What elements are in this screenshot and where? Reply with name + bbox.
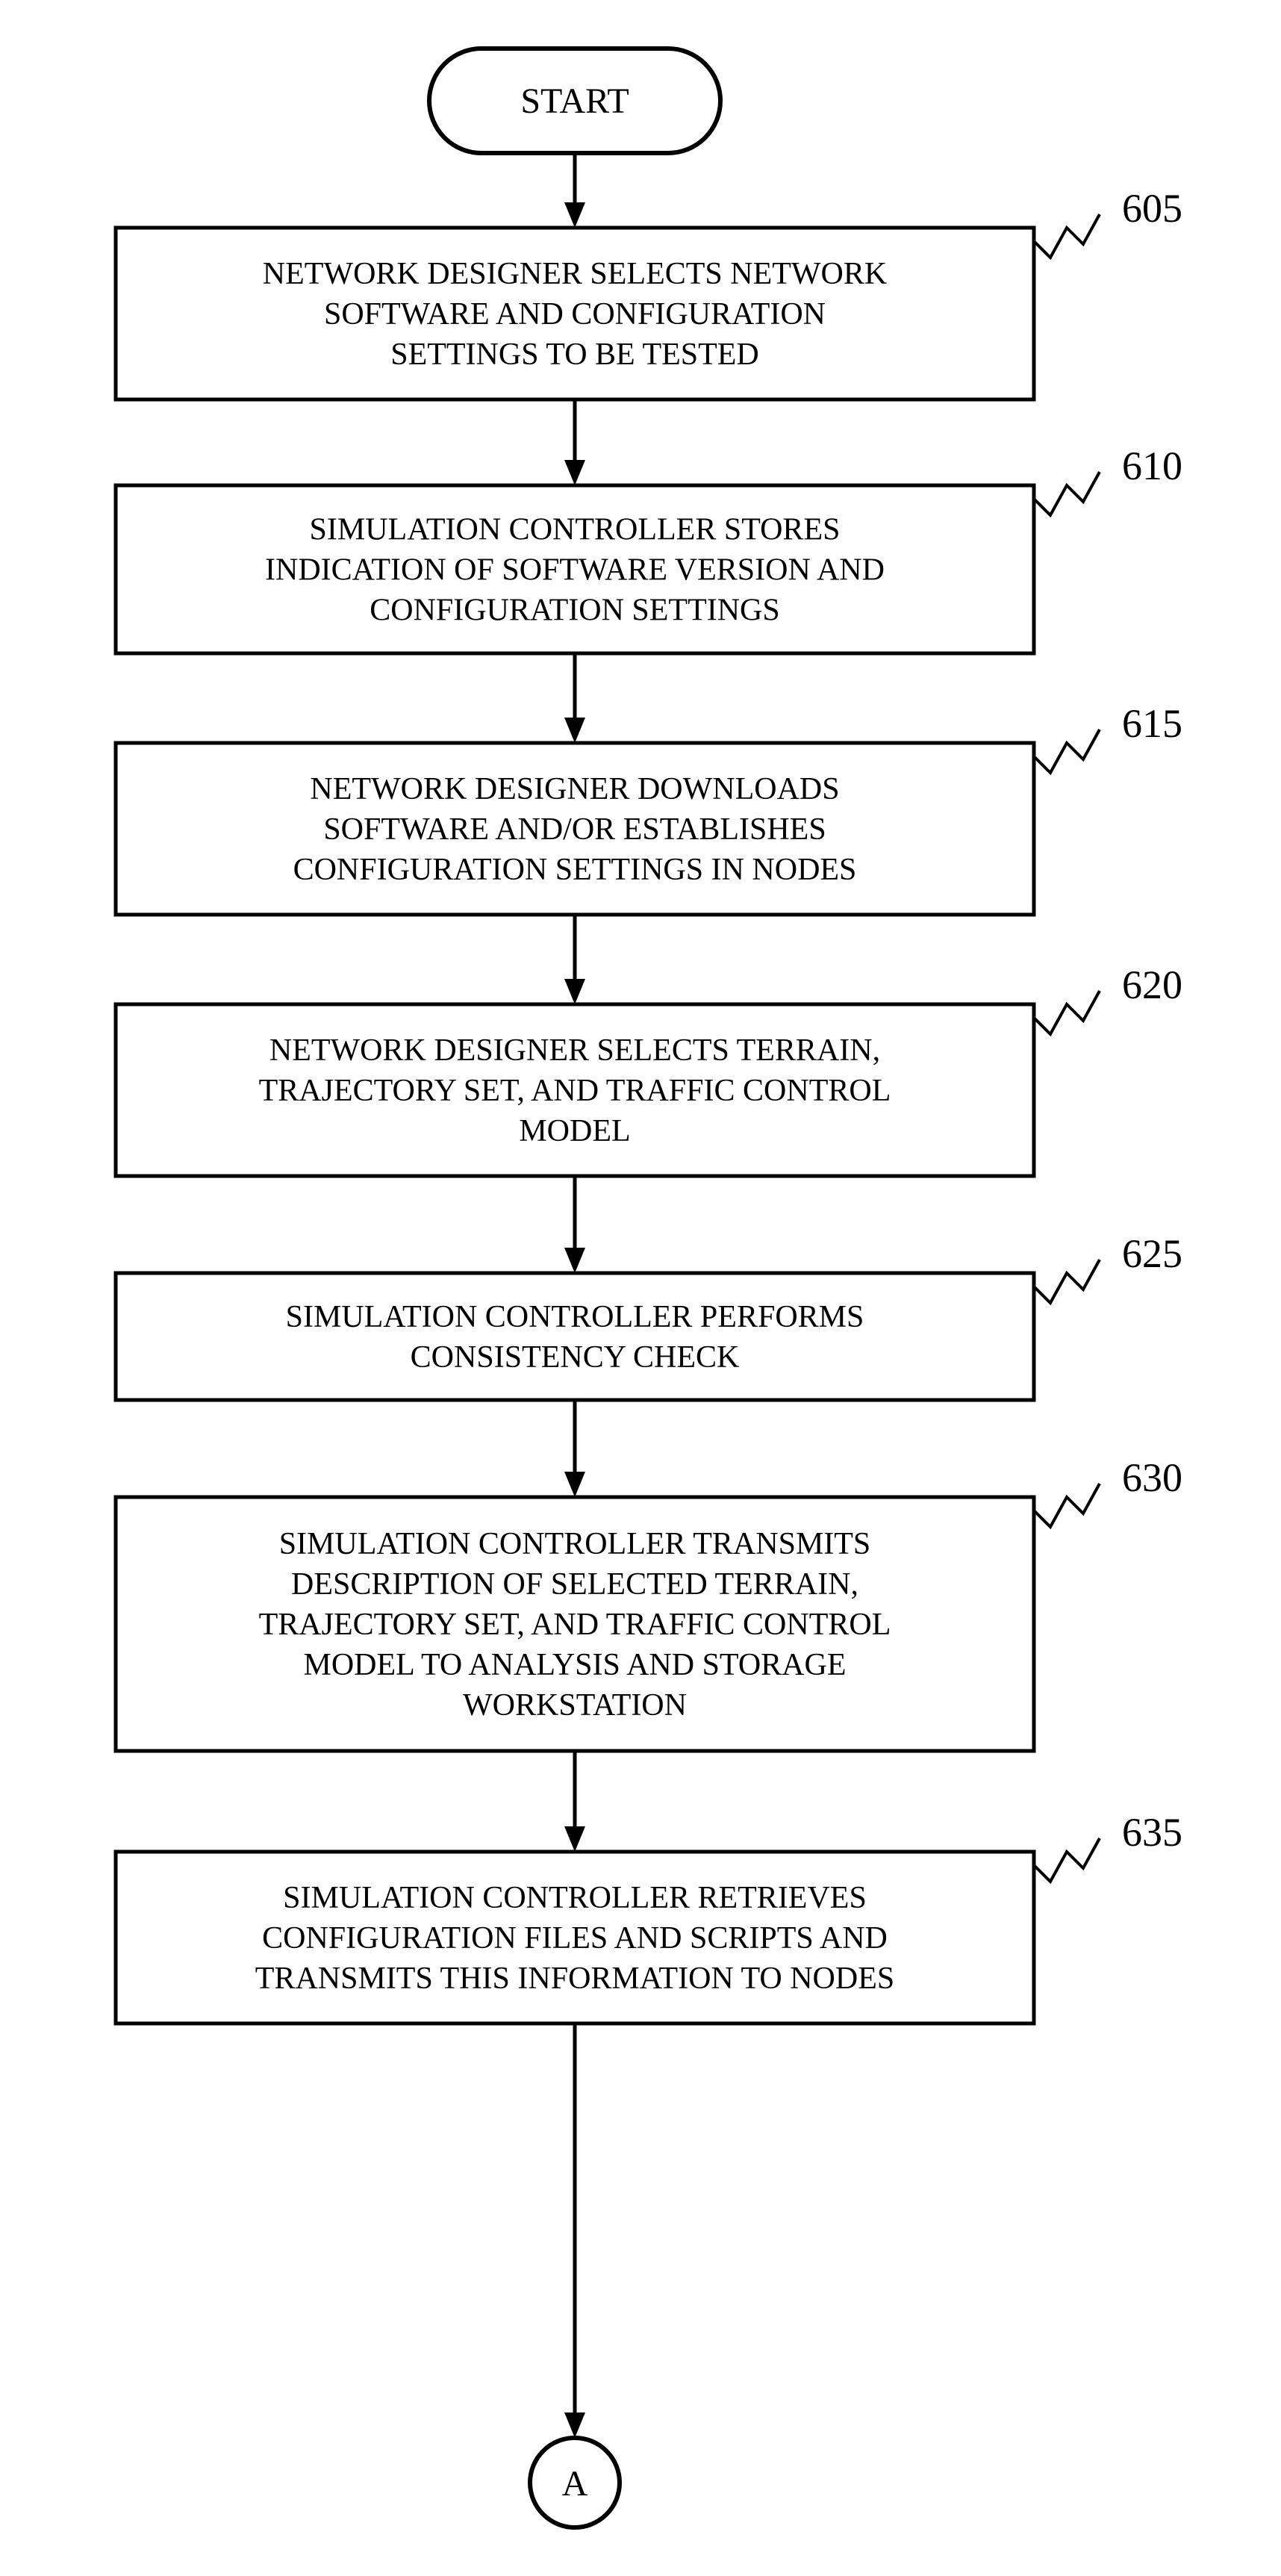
step-text: SIMULATION CONTROLLER STORES: [310, 513, 841, 547]
step-text: MODEL TO ANALYSIS AND STORAGE: [304, 1648, 847, 1682]
step-text: MODEL: [519, 1114, 630, 1148]
callout: 630: [1034, 1455, 1182, 1527]
step-label: 635: [1122, 1810, 1182, 1855]
step-text: CONFIGURATION SETTINGS: [370, 594, 780, 628]
step-text: INDICATION OF SOFTWARE VERSION AND: [265, 553, 885, 588]
start-label: START: [520, 81, 629, 121]
step-label: 625: [1122, 1231, 1182, 1276]
step-label: 605: [1122, 186, 1182, 231]
step-text: NETWORK DESIGNER SELECTS NETWORK: [263, 257, 887, 291]
step-625: SIMULATION CONTROLLER PERFORMS CONSISTENC…: [116, 1231, 1182, 1400]
step-text: NETWORK DESIGNER DOWNLOADS: [310, 772, 839, 806]
step-text: CONFIGURATION SETTINGS IN NODES: [293, 853, 857, 887]
arrow: [564, 1751, 585, 1852]
step-text: SIMULATION CONTROLLER TRANSMITS: [279, 1527, 871, 1561]
step-text: SOFTWARE AND/OR ESTABLISHES: [323, 812, 826, 847]
step-text: CONFIGURATION FILES AND SCRIPTS AND: [262, 1921, 888, 1956]
step-label: 620: [1122, 962, 1182, 1007]
step-630: SIMULATION CONTROLLER TRANSMITS DESCRIPTI…: [116, 1455, 1182, 1751]
step-620: NETWORK DESIGNER SELECTS TERRAIN, TRAJECT…: [116, 962, 1182, 1176]
step-text: WORKSTATION: [463, 1688, 687, 1723]
start-terminal: START: [429, 49, 720, 153]
connector-label: A: [562, 2464, 588, 2504]
arrow: [564, 153, 585, 228]
callout: 615: [1034, 701, 1182, 773]
step-605: NETWORK DESIGNER SELECTS NETWORK SOFTWARE…: [116, 186, 1182, 399]
step-text: CONSISTENCY CHECK: [411, 1340, 740, 1375]
callout: 620: [1034, 962, 1182, 1034]
step-635: SIMULATION CONTROLLER RETRIEVES CONFIGURA…: [116, 1810, 1182, 2023]
flowchart-svg: START NETWORK DESIGNER SELECTS NETWORK SOF…: [0, 0, 1281, 2576]
step-610: SIMULATION CONTROLLER STORES INDICATION O…: [116, 444, 1182, 653]
arrow: [564, 1400, 585, 1497]
step-text: DESCRIPTION OF SELECTED TERRAIN,: [291, 1567, 858, 1602]
arrow: [564, 1176, 585, 1273]
step-615: NETWORK DESIGNER DOWNLOADS SOFTWARE AND/O…: [116, 701, 1182, 915]
step-text: NETWORK DESIGNER SELECTS TERRAIN,: [269, 1033, 880, 1068]
connector-a: A: [530, 2438, 620, 2527]
callout: 605: [1034, 186, 1182, 258]
step-label: 630: [1122, 1455, 1182, 1500]
callout: 625: [1034, 1231, 1182, 1303]
arrow: [564, 399, 585, 485]
step-label: 610: [1122, 444, 1182, 488]
step-text: SETTINGS TO BE TESTED: [390, 337, 759, 372]
step-text: TRAJECTORY SET, AND TRAFFIC CONTROL: [259, 1074, 891, 1108]
callout: 610: [1034, 444, 1182, 515]
step-text: TRANSMITS THIS INFORMATION TO NODES: [255, 1961, 894, 1996]
callout: 635: [1034, 1810, 1182, 1882]
step-text: SOFTWARE AND CONFIGURATION: [324, 297, 826, 332]
step-text: SIMULATION CONTROLLER RETRIEVES: [283, 1881, 867, 1915]
step-text: TRAJECTORY SET, AND TRAFFIC CONTROL: [259, 1608, 891, 1642]
step-label: 615: [1122, 701, 1182, 746]
arrow: [564, 653, 585, 743]
arrow: [564, 915, 585, 1004]
arrow: [564, 2023, 585, 2438]
step-text: SIMULATION CONTROLLER PERFORMS: [286, 1300, 864, 1334]
